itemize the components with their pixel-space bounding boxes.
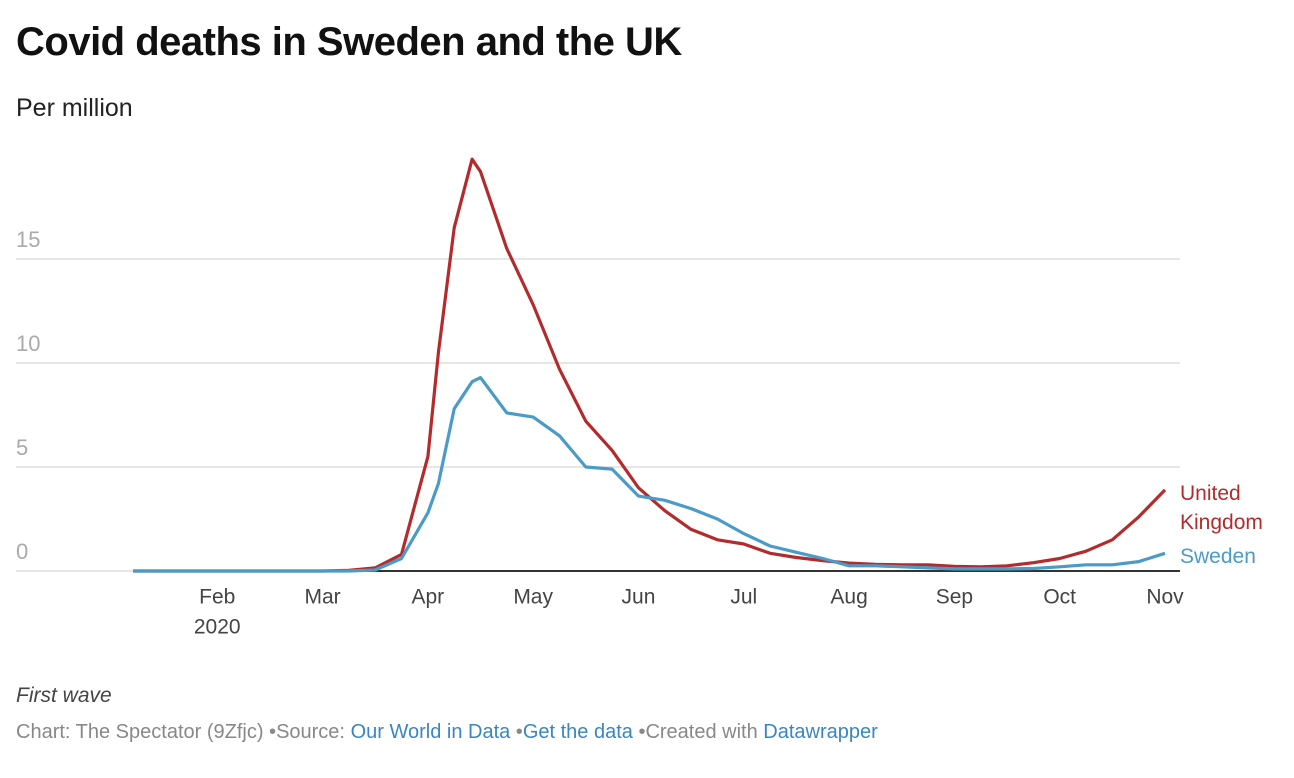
y-tick-label: 15: [16, 227, 40, 252]
created-with: Created with: [645, 721, 758, 743]
chart-subtitle: Per million: [16, 94, 133, 122]
footer: Chart: The Spectator (9Zfjc) Source: Our …: [16, 721, 878, 744]
series-label: Sweden: [1180, 545, 1256, 568]
y-tick-label: 0: [16, 539, 28, 564]
source-label: Source:: [276, 721, 345, 743]
x-tick-label: Apr: [412, 586, 445, 609]
x-year-label: 2020: [194, 616, 241, 639]
x-tick-label: Sep: [936, 586, 973, 609]
x-tick-label: Feb: [199, 586, 235, 609]
chart: 0 5 10 15 Feb 2020 Mar Apr May Jun Jul Aug Sep Oct Nov…: [16, 157, 1263, 639]
separator: [633, 721, 646, 743]
series-label-line: Kingdom: [1180, 510, 1263, 533]
series-line: [133, 376, 1166, 573]
separator: [264, 721, 277, 743]
x-tick-label: Mar: [304, 586, 340, 609]
tool-link[interactable]: Datawrapper: [763, 721, 878, 743]
y-tick-label: 5: [16, 435, 28, 460]
series-label: United Kingdom: [1180, 481, 1263, 533]
x-tick-label: Aug: [830, 586, 867, 609]
byline: Chart: The Spectator (9Zfjc): [16, 721, 264, 743]
x-tick-label: May: [513, 586, 553, 609]
get-data-link[interactable]: Get the data: [522, 721, 633, 743]
x-tick-label: Oct: [1043, 586, 1076, 609]
series-label-line: United: [1180, 481, 1241, 504]
x-tick-label: Nov: [1146, 586, 1184, 609]
source-link[interactable]: Our World in Data: [350, 721, 511, 743]
separator: [510, 721, 523, 743]
footnote: First wave: [16, 684, 112, 707]
x-tick-label: Jun: [622, 586, 656, 609]
x-tick-label: Jul: [730, 586, 757, 609]
y-tick-label: 10: [16, 331, 40, 356]
chart-title: Covid deaths in Sweden and the UK: [16, 20, 682, 64]
series-line: [133, 157, 1167, 573]
